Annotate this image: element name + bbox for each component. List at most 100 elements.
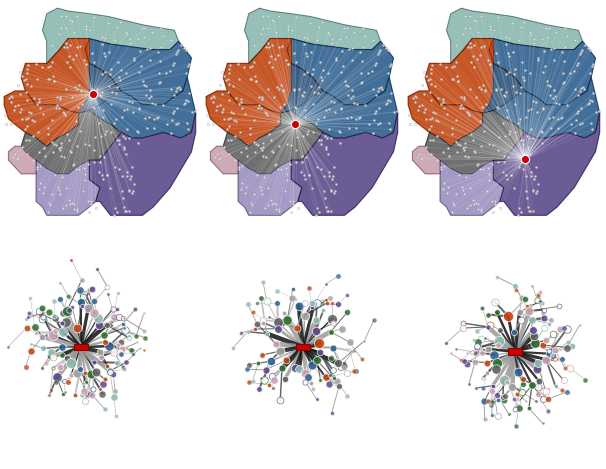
Point <box>377 85 387 93</box>
Point <box>204 121 213 128</box>
Polygon shape <box>425 38 525 113</box>
Point <box>95 120 104 127</box>
Point <box>427 61 437 69</box>
Point <box>491 86 501 94</box>
Point <box>502 113 512 121</box>
Point <box>181 69 190 77</box>
Point <box>35 162 45 169</box>
Point <box>35 148 44 156</box>
Point <box>524 404 534 412</box>
Point <box>501 92 510 99</box>
Point <box>266 53 276 60</box>
Point <box>327 98 336 105</box>
Point <box>274 85 284 93</box>
Point <box>521 173 530 180</box>
Point <box>284 61 293 68</box>
Point <box>133 35 143 42</box>
Point <box>258 278 268 286</box>
Point <box>85 26 95 34</box>
Point <box>276 165 286 173</box>
Point <box>58 390 68 398</box>
Point <box>511 286 521 293</box>
Point <box>225 114 235 122</box>
Point <box>273 51 283 59</box>
Point <box>250 59 259 66</box>
Point <box>585 97 595 104</box>
Point <box>459 30 468 38</box>
Point <box>140 334 150 341</box>
Point <box>411 93 421 100</box>
Point <box>280 376 290 383</box>
Point <box>54 144 64 152</box>
Point <box>562 325 572 333</box>
Point <box>59 377 69 385</box>
Point <box>522 132 532 139</box>
Point <box>95 168 104 175</box>
Point <box>459 93 468 100</box>
Point <box>470 148 480 155</box>
Point <box>336 363 345 371</box>
Point <box>438 98 448 106</box>
Point <box>254 93 264 101</box>
Point <box>145 45 155 52</box>
Point <box>259 174 268 181</box>
Point <box>344 45 353 53</box>
Point <box>538 68 548 76</box>
Point <box>44 308 54 315</box>
Point <box>460 24 470 32</box>
Point <box>487 197 496 205</box>
Point <box>266 357 276 365</box>
Bar <box>296 344 310 350</box>
Point <box>18 143 27 151</box>
Point <box>323 208 333 215</box>
Point <box>527 316 536 324</box>
Point <box>495 326 505 333</box>
Point <box>238 162 247 169</box>
Point <box>269 17 279 24</box>
Point <box>473 205 483 213</box>
Point <box>233 60 243 68</box>
Point <box>491 197 501 204</box>
Point <box>476 165 485 173</box>
Point <box>470 41 479 49</box>
Polygon shape <box>210 146 238 174</box>
Point <box>119 145 128 153</box>
Point <box>585 46 595 54</box>
Point <box>73 325 82 332</box>
Point <box>324 380 334 387</box>
Point <box>575 87 585 95</box>
Point <box>439 185 448 192</box>
Point <box>416 155 425 163</box>
Point <box>375 48 384 56</box>
Point <box>108 305 118 313</box>
Point <box>97 40 107 47</box>
Point <box>61 12 71 20</box>
Point <box>247 201 257 209</box>
Point <box>481 87 490 95</box>
Point <box>84 208 94 216</box>
Point <box>245 209 255 216</box>
Polygon shape <box>287 38 393 105</box>
Point <box>71 117 81 124</box>
Point <box>99 175 108 182</box>
Point <box>112 305 122 313</box>
Point <box>112 359 122 366</box>
Point <box>66 360 76 367</box>
Point <box>245 124 255 132</box>
Point <box>78 303 87 310</box>
Point <box>550 86 559 94</box>
Point <box>386 90 396 97</box>
Point <box>528 98 538 105</box>
Point <box>293 133 302 141</box>
Point <box>516 209 526 216</box>
Point <box>301 153 311 161</box>
Point <box>13 154 22 162</box>
Point <box>231 156 241 163</box>
Point <box>105 65 115 73</box>
Point <box>355 113 365 121</box>
Point <box>491 49 501 57</box>
Point <box>271 29 281 36</box>
Point <box>323 151 333 158</box>
Point <box>507 384 517 391</box>
Point <box>301 50 310 57</box>
